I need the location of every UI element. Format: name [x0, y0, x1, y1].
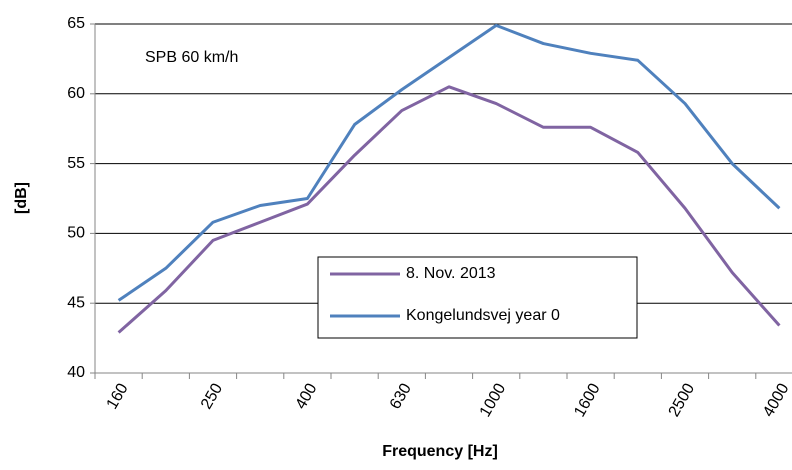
x-tick-label: 2500 — [666, 381, 699, 420]
x-tick-label: 160 — [104, 381, 132, 413]
line-series — [117, 85, 781, 334]
y-axis-label: [dB] — [13, 182, 30, 214]
legend-label: 8. Nov. 2013 — [406, 265, 496, 282]
y-tick-label: 65 — [67, 15, 85, 32]
x-tick-label: 1000 — [477, 381, 510, 420]
y-tick-label: 50 — [67, 225, 85, 242]
x-axis-label: Frequency [Hz] — [382, 443, 498, 460]
x-tick-label: 250 — [198, 381, 226, 413]
x-tick-label: 4000 — [760, 381, 792, 420]
line-series — [117, 23, 781, 302]
y-tick-label: 55 — [67, 155, 85, 172]
annotation: SPB 60 km/h — [145, 49, 238, 66]
x-tick-label: 630 — [387, 381, 415, 413]
y-tick-label: 40 — [67, 364, 85, 381]
x-tick-label: 1600 — [571, 381, 604, 420]
y-tick-label: 60 — [67, 85, 85, 102]
legend-label: Kongelundsvej year 0 — [406, 307, 560, 324]
y-tick-label: 45 — [67, 294, 85, 311]
x-tick-label: 400 — [292, 381, 320, 413]
legend — [317, 256, 638, 339]
